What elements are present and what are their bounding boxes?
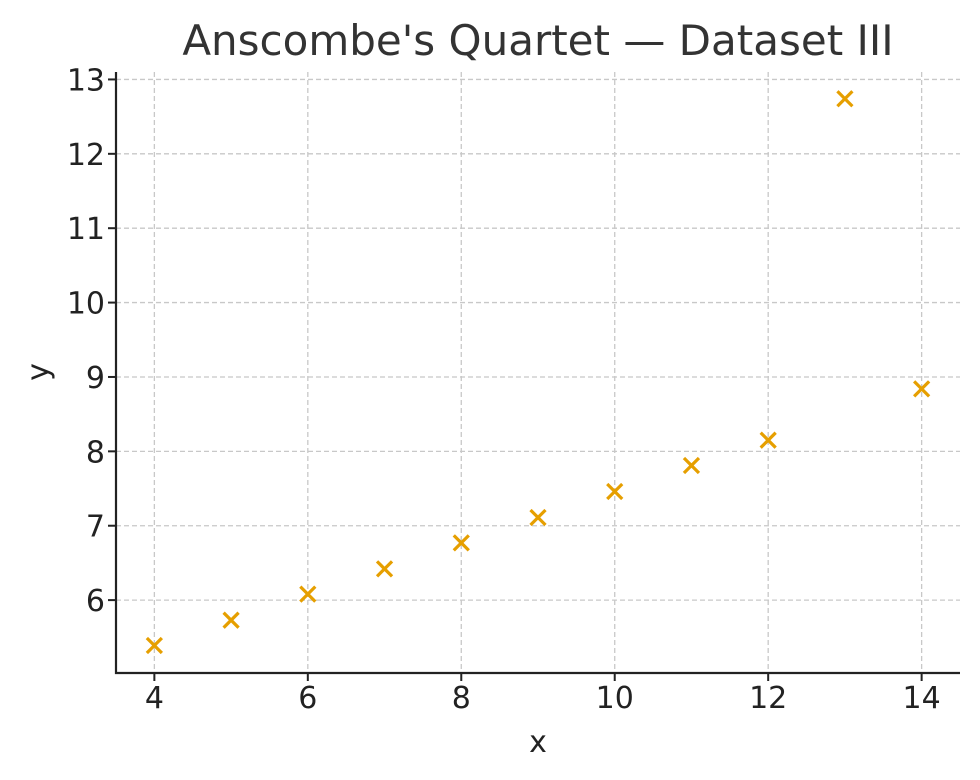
- data-point: [529, 508, 547, 527]
- data-point: [913, 380, 931, 398]
- tick-labels: 4 6 8 10 12 14 6 7 8 9 10 11 12 13: [67, 63, 941, 716]
- data-point: [836, 90, 854, 108]
- y-tick-label: 8: [86, 435, 105, 470]
- data-point-stroke: [222, 611, 240, 629]
- axes: [108, 72, 960, 681]
- data-point: [682, 456, 701, 475]
- data-point-stroke: [145, 636, 163, 655]
- data-point: [375, 560, 394, 578]
- data-point: [299, 585, 317, 603]
- data-point: [759, 431, 777, 449]
- chart-title: Anscombe's Quartet — Dataset III: [182, 16, 893, 65]
- y-tick-label: 11: [67, 212, 105, 247]
- data-point-stroke: [452, 534, 470, 552]
- data-point-stroke: [606, 482, 624, 501]
- y-tick-label: 10: [67, 287, 105, 322]
- data-point-stroke: [682, 456, 701, 475]
- y-tick-label: 12: [67, 138, 105, 173]
- y-axis-label: y: [21, 363, 56, 381]
- x-tick-label: 12: [749, 681, 787, 716]
- x-tick-label: 10: [596, 681, 634, 716]
- x-tick-label: 14: [903, 681, 941, 716]
- y-tick-label: 13: [67, 63, 105, 98]
- x-tick-label: 6: [298, 681, 317, 716]
- data-point: [145, 636, 163, 655]
- axis-spines: [114, 72, 960, 675]
- data-point-stroke: [836, 90, 854, 108]
- data-point-stroke: [375, 560, 394, 578]
- x-tick-label: 4: [145, 681, 164, 716]
- x-tick-label: 8: [452, 681, 471, 716]
- data-point: [606, 482, 624, 501]
- data-point-stroke: [759, 431, 777, 449]
- data-point: [222, 611, 240, 629]
- data-point-stroke: [913, 380, 931, 398]
- data-point-stroke: [529, 508, 547, 527]
- data-point: [452, 534, 470, 552]
- data-points: [145, 90, 931, 655]
- x-axis-label: x: [529, 725, 547, 760]
- data-point-stroke: [299, 585, 317, 603]
- y-tick-label: 9: [86, 361, 105, 396]
- grid: [116, 72, 960, 673]
- y-tick-label: 7: [86, 510, 105, 545]
- y-tick-label: 6: [86, 584, 105, 619]
